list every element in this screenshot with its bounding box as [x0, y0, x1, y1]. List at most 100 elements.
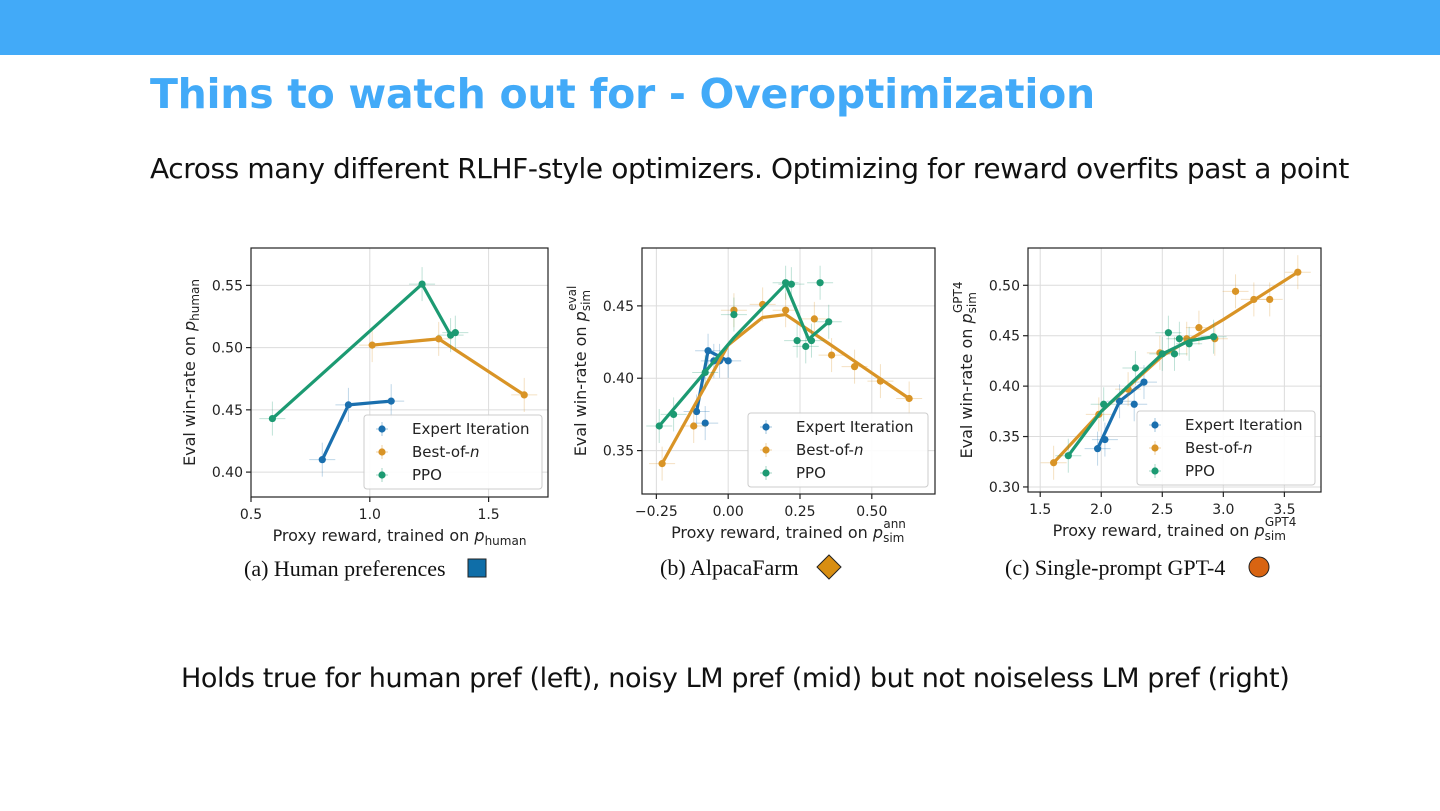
- legend-marker-expert-iteration: [378, 425, 386, 433]
- data-point-best-of-n: [368, 341, 376, 349]
- legend-label-best-of-n: Best-of-n: [412, 443, 479, 461]
- data-point-best-of-n: [782, 306, 790, 314]
- x-tick-label: 1.5: [1029, 502, 1051, 518]
- data-point-expert-iteration: [318, 456, 326, 464]
- legend-label-best-of-n: Best-of-n: [1185, 439, 1252, 457]
- y-tick-label: 0.45: [603, 299, 634, 315]
- legend-label-expert-iteration: Expert Iteration: [412, 420, 530, 438]
- data-point-best-of-n: [1195, 324, 1203, 332]
- y-tick-label: 0.30: [989, 480, 1020, 496]
- slide-footer: Holds true for human pref (left), noisy …: [181, 663, 1290, 694]
- panel-caption: (a) Human preferences: [244, 556, 446, 581]
- legend-marker-best-of-n: [762, 446, 770, 454]
- plot-frame: [641, 247, 936, 495]
- panel-caption: (c) Single-prompt GPT-4: [1005, 555, 1225, 580]
- data-point-best-of-n: [1250, 295, 1258, 304]
- data-point-ppo: [1175, 335, 1183, 343]
- data-point-best-of-n: [1231, 287, 1240, 295]
- data-point-expert-iteration: [704, 347, 712, 355]
- plot-frame: [1027, 247, 1322, 493]
- top-accent-bar: [0, 0, 1440, 55]
- data-point-best-of-n: [810, 315, 818, 323]
- data-point-ppo: [268, 414, 276, 423]
- x-axis-label: Proxy reward, trained on phuman: [273, 526, 527, 548]
- legend-marker-expert-iteration: [762, 423, 770, 431]
- data-point-expert-iteration: [1115, 397, 1124, 405]
- x-tick-label: 3.0: [1212, 502, 1234, 518]
- legend-marker-best-of-n: [1151, 444, 1159, 452]
- data-point-best-of-n: [1050, 459, 1058, 467]
- x-tick-label: 1.0: [359, 507, 381, 523]
- x-tick-label: 3.5: [1273, 502, 1295, 518]
- x-tick-label: 2.0: [1090, 502, 1112, 518]
- x-tick-label: 2.5: [1151, 502, 1173, 518]
- y-tick-label: 0.40: [603, 371, 634, 387]
- series-line-ppo: [270, 282, 457, 421]
- data-point-best-of-n: [850, 363, 859, 371]
- x-tick-label: −0.25: [635, 504, 678, 520]
- data-point-expert-iteration: [1101, 435, 1109, 444]
- legend-label-expert-iteration: Expert Iteration: [1185, 416, 1303, 434]
- legend-label-expert-iteration: Expert Iteration: [796, 418, 914, 436]
- legend-marker-expert-iteration: [1151, 421, 1159, 429]
- data-point-expert-iteration: [692, 407, 701, 416]
- y-tick-label: 0.55: [212, 278, 243, 294]
- legend-marker-ppo: [1151, 467, 1159, 475]
- y-tick-label: 0.40: [212, 465, 243, 481]
- chart-panel-2: −0.25 0.00 0.25 0.50 0.35 0.40 0.45 Expert Iter…: [565, 247, 936, 580]
- data-point-expert-iteration: [1093, 445, 1102, 453]
- data-point-ppo: [787, 280, 795, 288]
- legend-label-best-of-n: Best-of-n: [796, 441, 863, 459]
- panel-caption: (b) AlpacaFarm: [660, 555, 799, 580]
- data-point-ppo: [730, 310, 738, 319]
- legend-box: [747, 412, 929, 488]
- data-point-ppo: [1158, 350, 1166, 358]
- legend-label-ppo: PPO: [1185, 462, 1215, 480]
- y-tick-label: 0.45: [989, 329, 1020, 345]
- data-point-ppo: [418, 280, 426, 288]
- data-point-ppo: [816, 279, 824, 287]
- plot-frame: [250, 247, 549, 498]
- data-point-ppo: [655, 422, 663, 430]
- data-point-best-of-n: [1266, 295, 1274, 304]
- data-point-ppo: [1100, 400, 1108, 408]
- x-tick-label: 0.5: [240, 507, 262, 523]
- legend-marker-ppo: [378, 471, 386, 479]
- x-axis-label: Proxy reward, trained on psimGPT4: [1053, 515, 1297, 543]
- y-tick-label: 0.40: [989, 379, 1020, 395]
- x-axis-label: Proxy reward, trained on psimann: [671, 517, 906, 545]
- legend-label-ppo: PPO: [796, 464, 826, 482]
- data-point-best-of-n: [876, 377, 885, 385]
- legend-box: [363, 414, 543, 490]
- series-line-ppo: [657, 282, 831, 428]
- data-point-ppo: [451, 329, 459, 337]
- data-point-best-of-n: [905, 394, 913, 403]
- data-point-best-of-n: [520, 391, 528, 399]
- y-tick-label: 0.35: [603, 444, 634, 460]
- data-point-expert-iteration: [724, 357, 732, 365]
- data-point-best-of-n: [690, 422, 698, 430]
- legend-marker-best-of-n: [378, 448, 386, 456]
- data-point-ppo: [1164, 329, 1172, 337]
- caption-diamond-icon: [816, 554, 842, 580]
- y-tick-label: 0.45: [212, 403, 243, 419]
- y-axis-label: Eval win-rate on psimGPT4: [951, 282, 979, 459]
- data-point-ppo: [793, 337, 801, 345]
- y-axis-label: Eval win-rate on phuman: [180, 279, 202, 466]
- y-tick-label: 0.35: [989, 430, 1020, 446]
- y-axis-label: Eval win-rate on psimeval: [565, 286, 593, 457]
- legend-box: [1136, 410, 1316, 486]
- data-point-ppo: [1064, 452, 1072, 460]
- data-point-expert-iteration: [701, 419, 709, 427]
- data-point-best-of-n: [827, 351, 836, 359]
- data-point-best-of-n: [1294, 268, 1302, 276]
- y-tick-label: 0.50: [212, 341, 243, 357]
- data-point-ppo: [1131, 364, 1140, 372]
- data-point-ppo: [669, 410, 678, 419]
- data-point-expert-iteration: [344, 401, 353, 409]
- x-tick-label: 0.25: [784, 504, 815, 520]
- data-point-ppo: [802, 342, 810, 350]
- data-point-ppo: [1185, 340, 1193, 348]
- x-tick-label: 1.5: [477, 507, 499, 523]
